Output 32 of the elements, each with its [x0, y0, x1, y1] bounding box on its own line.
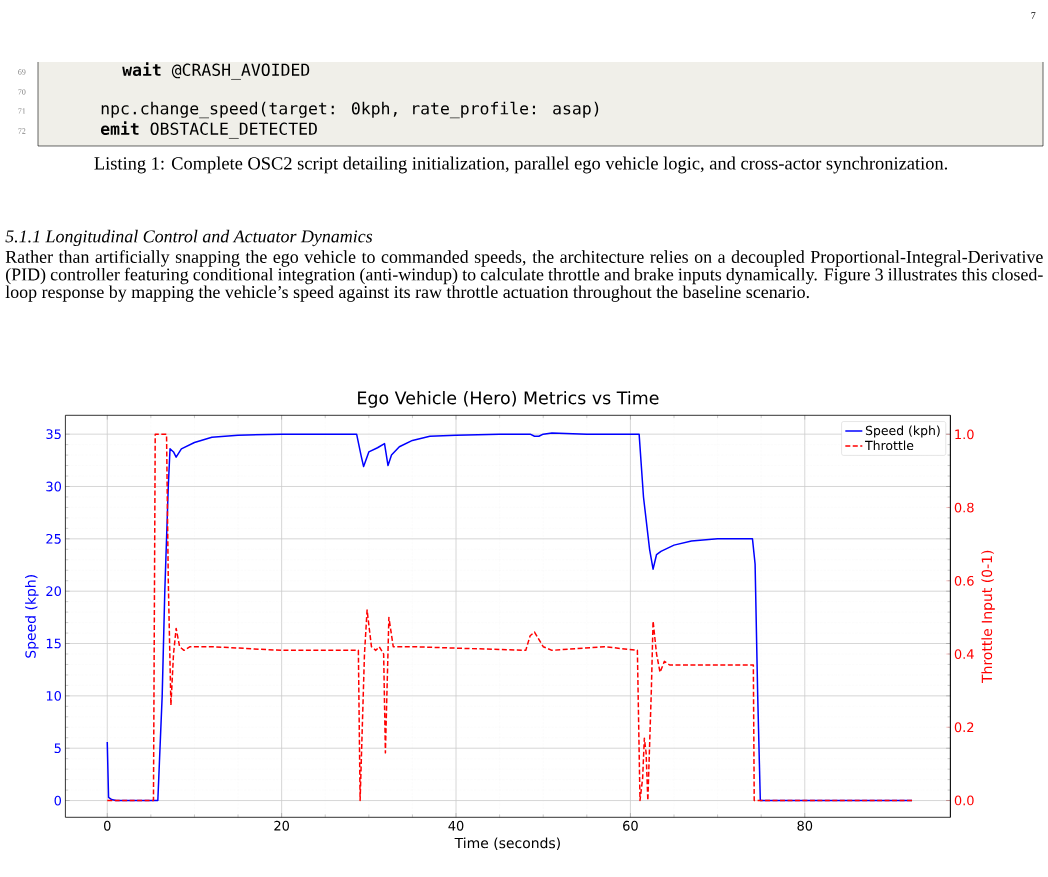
y-tick-label: 20 — [46, 586, 62, 597]
text: 5.1.1 Longitudinal Control and Actuator Dynamics — [5, 229, 373, 247]
x-tick-label: 0 — [103, 820, 111, 831]
y-tick-label: 15 — [46, 638, 61, 649]
text: wait @CRASH_AVOIDED — [122, 62, 310, 80]
y2-tick-label: 1.0 — [955, 429, 974, 440]
x-tick-label: 20 — [274, 820, 290, 831]
text: Rather than artificially snapping the ego vehicle to commanded speeds, the architecture relies on a decoupled Proportional-Integral-Derivative (PID) controller featuring conditional integration (anti-windup) to calculate throttle and brake inputs dynamically. Figure 3 illustrates this closed-loop response by mapping the vehicle’s speed against its raw throttle actuation throughout the baseline scenario. — [5, 250, 1043, 302]
y-tick-label: 5 — [54, 743, 61, 754]
y-axis-title: Speed (kph) — [25, 575, 39, 658]
y2-tick-label: 0.4 — [954, 649, 974, 659]
text: 7 — [1031, 12, 1036, 19]
text: npc.change_speed(target: 0kph, rate_profile: asap) — [101, 101, 599, 119]
text: emit OBSTACLE_DETECTED — [100, 121, 317, 139]
y2-tick-label: 0.6 — [954, 575, 974, 586]
text: Listing 1: Complete OSC2 script detailing initialization, parallel ego vehicle logic, and cross-actor synchronization. — [94, 156, 948, 174]
legend-label: Throttle — [865, 440, 914, 451]
y-tick-label: 10 — [46, 690, 62, 701]
y-tick-label: 30 — [46, 481, 62, 492]
x-tick-label: 40 — [448, 820, 464, 831]
x-tick-label: 60 — [623, 820, 638, 831]
legend-label: Speed (kph) — [865, 425, 940, 438]
y2-axis-title: Throttle Input (0-1) — [981, 550, 995, 684]
y2-tick-label: 0.0 — [954, 795, 974, 806]
x-axis-title: Time (seconds) — [454, 837, 560, 850]
y-tick-label: 35 — [46, 429, 61, 440]
chart-title: Ego Vehicle (Hero) Metrics vs Time — [358, 390, 659, 408]
y2-tick-label: 0.2 — [954, 722, 974, 733]
y-tick-label: 25 — [46, 533, 61, 544]
y-tick-label: 0 — [54, 795, 62, 806]
y2-tick-label: 0.8 — [954, 502, 974, 513]
x-tick-label: 80 — [797, 820, 813, 831]
